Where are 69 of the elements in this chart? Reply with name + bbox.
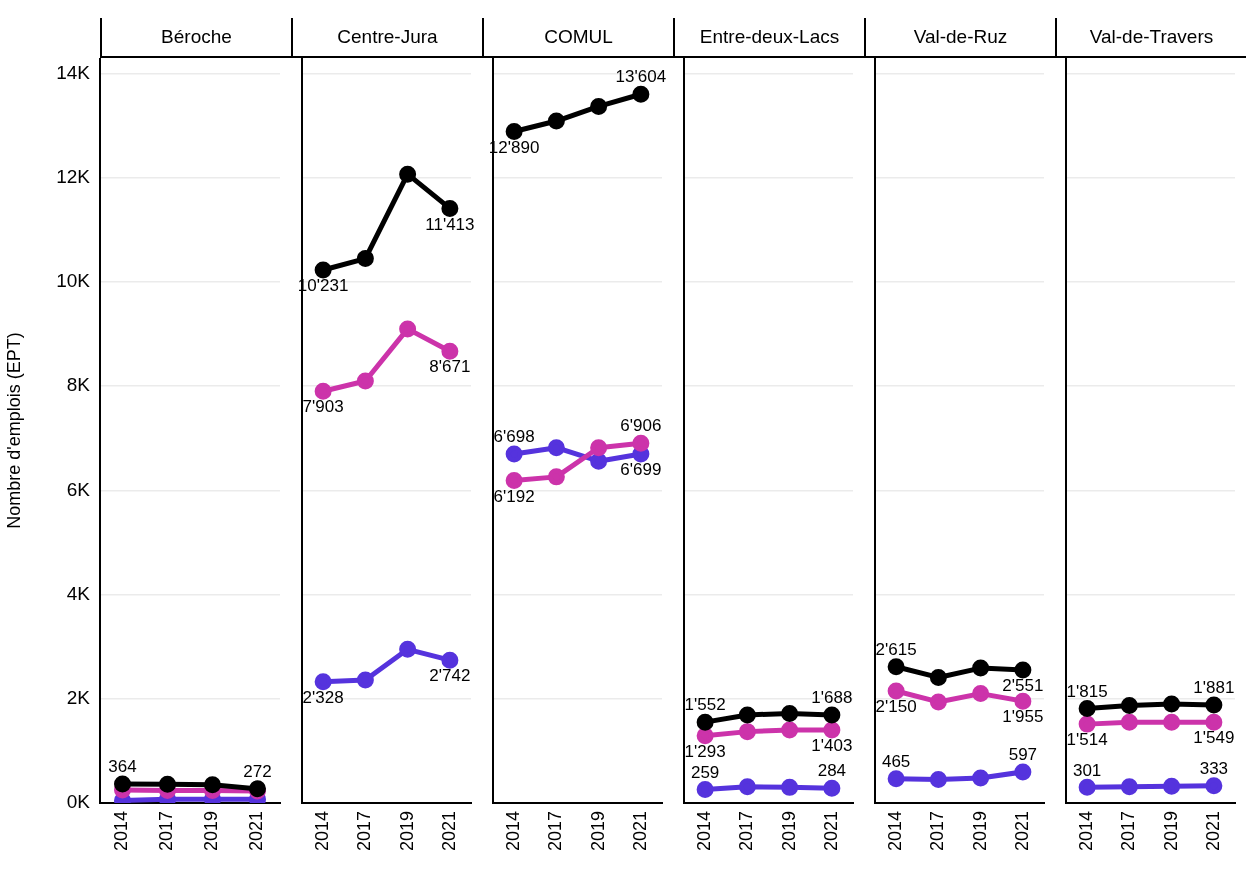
y-tick-label: 8K xyxy=(66,374,91,396)
data-label: 301 xyxy=(1072,760,1102,780)
chart-title: Val-de-Ruz xyxy=(864,18,1055,58)
data-label: 1'955 xyxy=(1002,707,1044,727)
y-tick-label: 14K xyxy=(56,61,91,83)
y-tick-label: 6K xyxy=(66,478,91,500)
data-label: 11'413 xyxy=(425,214,475,234)
y-tick-label: 10K xyxy=(56,270,91,292)
data-label: 1'688 xyxy=(811,688,853,708)
data-label: 6'192 xyxy=(493,486,535,506)
x-tick-label: 2014 xyxy=(1076,811,1097,852)
y-axis-title: Nombre d'emplois (EPT) xyxy=(3,332,24,529)
x-tick-label: 2019 xyxy=(969,811,990,852)
chart-title: Béroche xyxy=(100,18,291,58)
data-label: 13'604 xyxy=(615,67,667,87)
data-label: 2'328 xyxy=(302,687,344,707)
data-label: 6'906 xyxy=(620,416,662,436)
y-tick-label: 4K xyxy=(66,582,91,604)
x-tick-label: 2017 xyxy=(156,811,177,852)
x-tick-label: 2014 xyxy=(312,811,333,852)
data-label: 1'403 xyxy=(811,736,853,756)
data-label: 8'671 xyxy=(429,357,471,377)
x-tick-label: 2014 xyxy=(111,811,132,852)
x-tick-label: 2017 xyxy=(1118,811,1139,852)
x-tick-label: 2014 xyxy=(885,811,906,852)
x-tick-label: 2021 xyxy=(1011,811,1032,852)
x-tick-label: 2021 xyxy=(438,811,459,852)
data-label: 6'698 xyxy=(493,427,535,447)
x-tick-label: 2019 xyxy=(201,811,222,852)
x-tick-label: 2019 xyxy=(778,811,799,852)
x-tick-label: 2014 xyxy=(694,811,715,852)
data-label: 465 xyxy=(881,751,911,771)
x-tick-label: 2019 xyxy=(587,811,608,852)
data-label: 2'150 xyxy=(875,697,917,717)
x-tick-label: 2017 xyxy=(545,811,566,852)
data-label: 364 xyxy=(108,757,137,777)
data-label: 1'815 xyxy=(1066,681,1108,701)
x-tick-label: 2021 xyxy=(246,811,267,852)
y-tick-label: 2K xyxy=(66,687,91,709)
data-label: 1'552 xyxy=(684,695,726,715)
data-label: 333 xyxy=(1199,758,1229,778)
x-tick-label: 2014 xyxy=(503,811,524,852)
x-tick-label: 2021 xyxy=(1202,811,1223,852)
data-label: 2'551 xyxy=(1002,676,1044,696)
chart-title: COMUL xyxy=(482,18,673,58)
x-tick-label: 2017 xyxy=(927,811,948,852)
data-label: 1'293 xyxy=(684,741,726,761)
chart-title: Val-de-Travers xyxy=(1055,18,1246,58)
x-tick-label: 2019 xyxy=(396,811,417,852)
chart-title: Entre-deux-Lacs xyxy=(673,18,864,58)
x-tick-label: 2017 xyxy=(736,811,757,852)
data-label: 1'549 xyxy=(1193,728,1235,748)
y-tick-label: 12K xyxy=(56,166,91,188)
x-tick-label: 2019 xyxy=(1160,811,1181,852)
x-tick-label: 2021 xyxy=(629,811,650,852)
data-label: 7'903 xyxy=(302,397,344,417)
data-label: 1'514 xyxy=(1066,730,1108,750)
data-label: 1'881 xyxy=(1193,678,1235,698)
data-label: 259 xyxy=(690,762,720,782)
data-label: 272 xyxy=(243,762,272,782)
y-tick-label: 0K xyxy=(66,791,91,813)
chart-title: Centre-Jura xyxy=(291,18,482,58)
x-tick-label: 2017 xyxy=(354,811,375,852)
data-label: 284 xyxy=(817,761,847,781)
data-label: 2'742 xyxy=(429,666,471,686)
data-label: 6'699 xyxy=(620,460,662,480)
data-label: 597 xyxy=(1008,745,1038,765)
x-tick-label: 2021 xyxy=(820,811,841,852)
data-label: 2'615 xyxy=(875,639,917,659)
